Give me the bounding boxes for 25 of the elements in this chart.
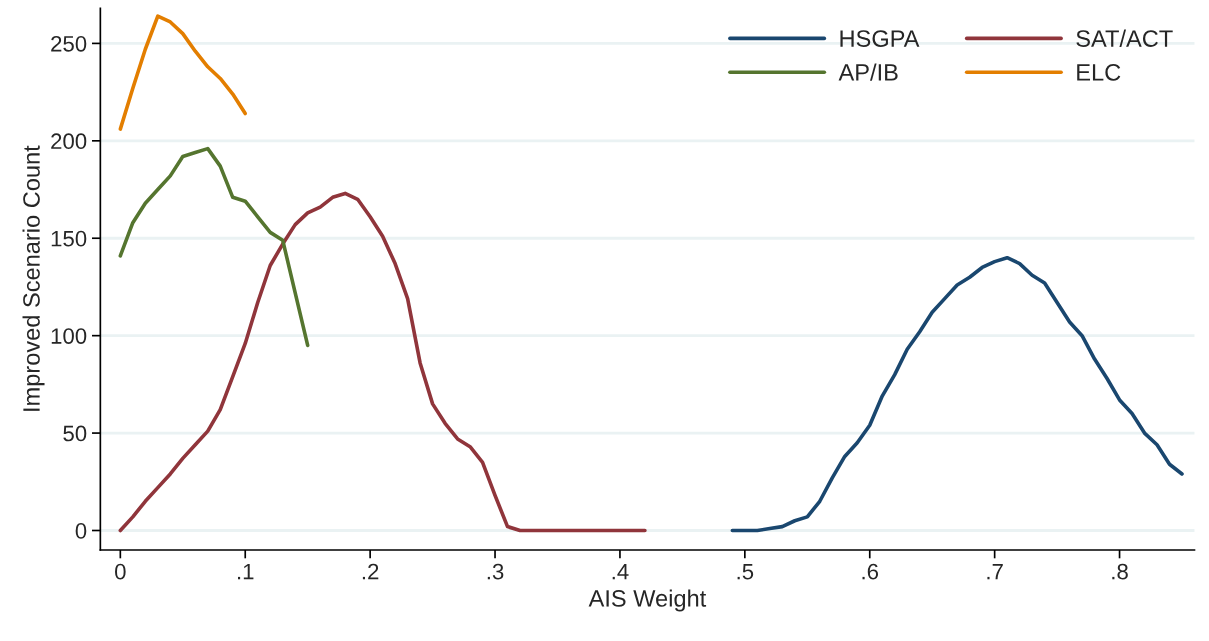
legend-label: AP/IB [838,63,898,81]
x-tick-label: .3 [487,563,504,580]
x-tick-label: .7 [987,563,1003,580]
x-axis-title: AIS Weight [588,589,707,612]
line-series [118,191,647,533]
x-tick-label: .5 [737,563,754,580]
legend-label: SAT/ACT [1076,29,1173,47]
y-tick-label: 50 [63,425,87,442]
legend-label: HSGPA [840,30,920,47]
line-series [118,14,248,131]
y-tick-label: 200 [51,133,87,150]
x-tick-label: .1 [238,563,254,580]
x-tick-label: .4 [612,563,629,580]
legend-label: ELC [1077,64,1121,81]
y-tick-label: 100 [51,328,87,344]
y-axis-title: Improved Scenario Count [22,145,45,411]
y-tick-label: 0 [75,523,87,539]
x-tick-label: 0 [115,563,126,580]
line-series [118,146,310,348]
x-tick-label: .8 [1112,563,1128,580]
line-series [730,255,1184,533]
y-tick-label: 250 [51,35,87,52]
x-tick-label: .2 [362,563,379,580]
y-tick-label: 150 [51,230,87,247]
x-tick-label: .6 [862,563,879,580]
